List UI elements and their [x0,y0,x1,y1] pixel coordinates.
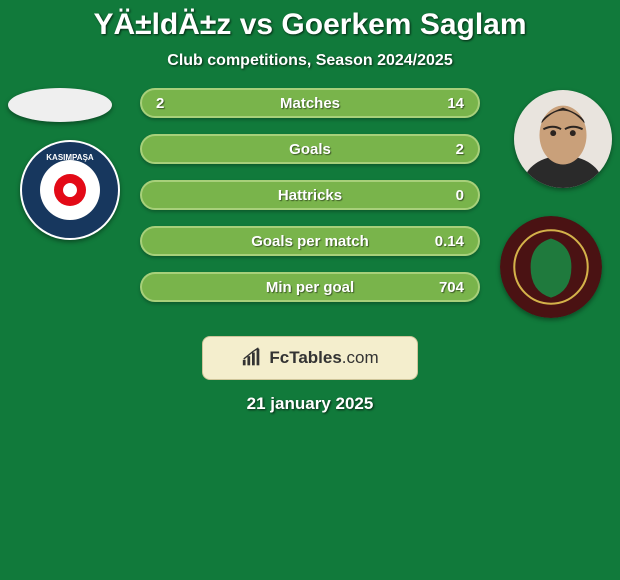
stat-row: Goals per match 0.14 [140,226,480,256]
player-left-avatar [8,88,112,122]
player-right-icon [514,90,612,188]
stat-rows: 2 Matches 14 Goals 2 Hattricks 0 Goals p… [140,88,480,318]
infographic-content: YÄ±ldÄ±z vs Goerkem Saglam Club competit… [0,0,620,414]
club-badge-left: KASIMPAŞA [20,140,120,240]
stat-right-value: 2 [456,141,464,158]
stat-row: Hattricks 0 [140,180,480,210]
stats-area: KASIMPAŞA [0,88,620,328]
brand-bars-icon [241,347,263,369]
stat-right-value: 0 [456,187,464,204]
brand-text-suffix: .com [342,348,379,367]
stat-label: Matches [280,95,340,112]
stat-label: Min per goal [266,279,354,296]
club-badge-right [500,216,602,318]
stat-left-value: 2 [156,95,164,112]
brand-box: FcTables.com [202,336,418,380]
stat-row: Min per goal 704 [140,272,480,302]
stat-label: Goals [289,141,331,158]
brand-text-prefix: FcTables [269,348,341,367]
player-right-avatar [514,90,612,188]
club-badge-left-icon: KASIMPAŞA [20,140,120,240]
stat-right-value: 14 [447,95,464,112]
stat-label: Goals per match [251,233,369,250]
page-title: YÄ±ldÄ±z vs Goerkem Saglam [0,8,620,42]
date-text: 21 january 2025 [0,394,620,414]
svg-text:KASIMPAŞA: KASIMPAŞA [46,153,94,162]
stat-label: Hattricks [278,187,342,204]
stat-row: 2 Matches 14 [140,88,480,118]
subtitle: Club competitions, Season 2024/2025 [0,52,620,70]
club-badge-right-icon [500,216,602,318]
stat-right-value: 704 [439,279,464,296]
stat-right-value: 0.14 [435,233,464,250]
stat-row: Goals 2 [140,134,480,164]
brand-text: FcTables.com [269,348,378,368]
